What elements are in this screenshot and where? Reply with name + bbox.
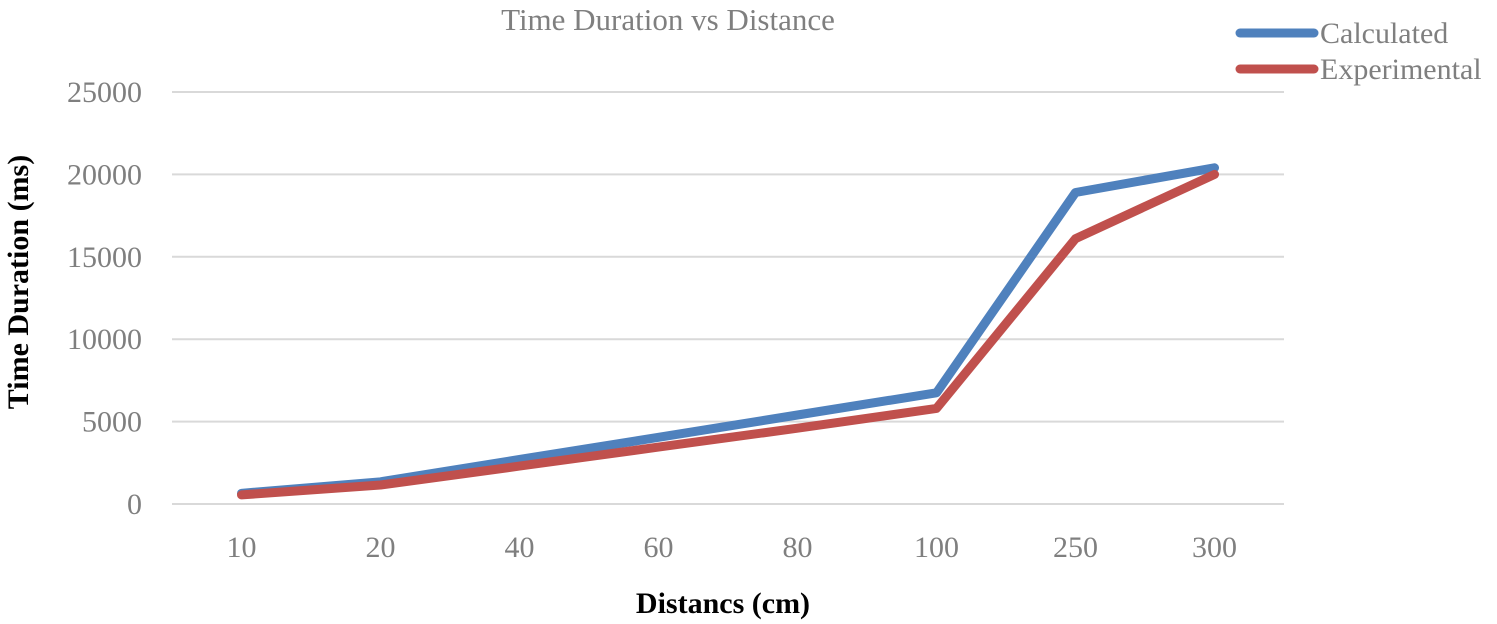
y-tick-label: 25000 bbox=[67, 76, 142, 109]
series-lines bbox=[237, 163, 1219, 500]
series-line-experimental bbox=[237, 169, 1219, 500]
chart-title: Time Duration vs Distance bbox=[501, 2, 835, 37]
x-tick-label: 100 bbox=[914, 531, 959, 564]
x-tick-label: 80 bbox=[783, 531, 813, 564]
series-line-calculated bbox=[237, 163, 1219, 498]
x-axis-ticks: 10 20 40 60 80 100 250 300 bbox=[227, 531, 1238, 564]
legend: Calculated Experimental bbox=[1235, 17, 1482, 86]
y-tick-label: 15000 bbox=[67, 241, 142, 274]
y-tick-label: 0 bbox=[127, 488, 142, 521]
gridlines bbox=[172, 91, 1284, 505]
x-tick-label: 250 bbox=[1053, 531, 1098, 564]
x-tick-label: 300 bbox=[1192, 531, 1237, 564]
x-tick-label: 20 bbox=[366, 531, 396, 564]
legend-label-experimental: Experimental bbox=[1320, 53, 1482, 86]
x-tick-label: 40 bbox=[505, 531, 535, 564]
x-axis-label: Distancs (cm) bbox=[636, 587, 810, 620]
x-tick-label: 10 bbox=[227, 531, 257, 564]
x-tick-label: 60 bbox=[644, 531, 674, 564]
y-axis-label: Time Duration (ms) bbox=[2, 155, 35, 409]
y-axis-ticks: 0 5000 10000 15000 20000 25000 bbox=[67, 76, 142, 521]
y-tick-label: 5000 bbox=[82, 406, 142, 439]
y-tick-label: 20000 bbox=[67, 158, 142, 191]
legend-label-calculated: Calculated bbox=[1320, 17, 1448, 50]
y-tick-label: 10000 bbox=[67, 323, 142, 356]
